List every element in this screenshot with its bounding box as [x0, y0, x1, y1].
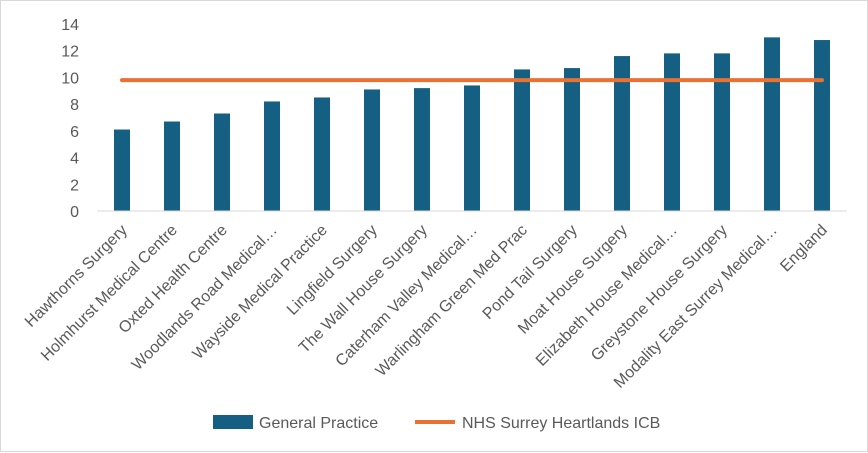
bar — [814, 40, 830, 212]
legend-label-general-practice: General Practice — [259, 415, 378, 432]
bar — [464, 85, 480, 211]
bar — [264, 101, 280, 211]
y-tick-label: 2 — [70, 177, 79, 194]
y-tick-label: 6 — [70, 124, 79, 141]
x-tick-label: Pond Tail Surgery — [480, 222, 581, 323]
legend-swatch-general-practice — [213, 415, 253, 429]
bar — [314, 97, 330, 211]
bar — [114, 129, 130, 211]
bar — [714, 53, 730, 212]
legend-label-icb: NHS Surrey Heartlands ICB — [462, 415, 660, 432]
bar — [514, 69, 530, 212]
bar — [214, 113, 230, 211]
y-tick-label: 10 — [61, 70, 79, 87]
bar-series — [114, 37, 830, 212]
bar — [564, 68, 580, 211]
bar — [764, 37, 780, 211]
x-tick-label: England — [777, 222, 831, 276]
legend: General Practice NHS Surrey Heartlands I… — [213, 415, 660, 432]
y-tick-label: 14 — [61, 17, 79, 34]
y-tick-label: 8 — [70, 97, 79, 114]
bar — [664, 53, 680, 212]
bar — [614, 56, 630, 211]
x-tick-label: Lingfield Surgery — [284, 222, 381, 319]
y-tick-label: 12 — [61, 44, 79, 61]
y-tick-label: 0 — [70, 204, 79, 221]
bar — [414, 88, 430, 211]
bar — [364, 89, 380, 211]
y-tick-label: 4 — [70, 151, 79, 168]
y-axis-ticks: 0 2 4 6 8 10 12 14 — [61, 17, 79, 221]
bar — [164, 121, 180, 211]
